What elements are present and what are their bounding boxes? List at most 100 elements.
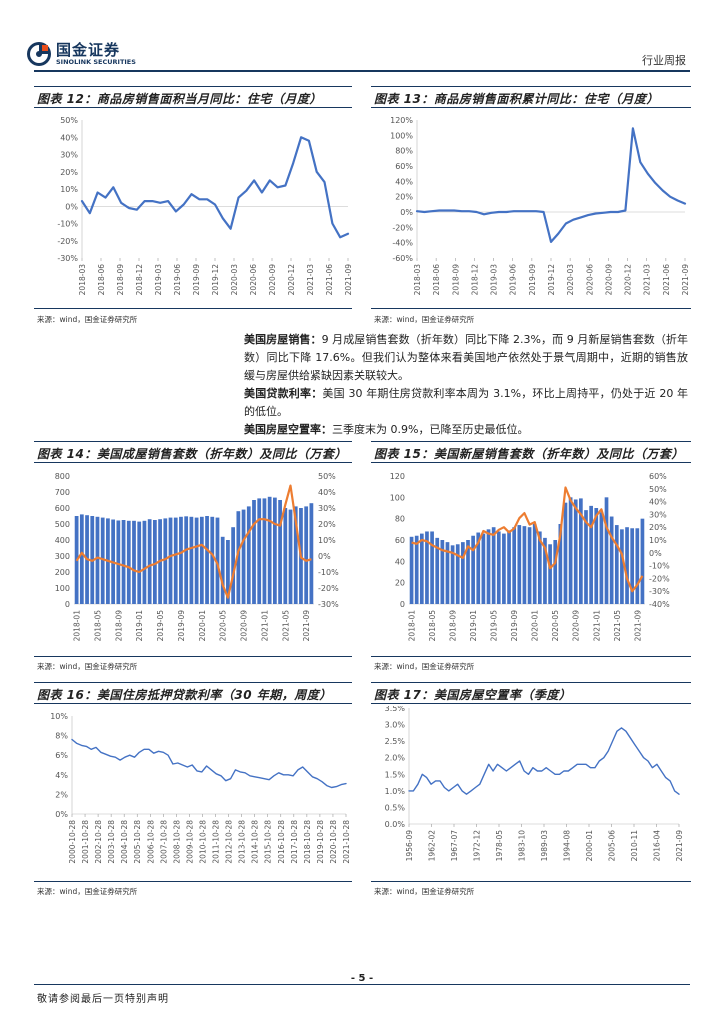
fig14-bar: [226, 540, 230, 604]
fig12-x-tick-label: 2019-12: [211, 264, 220, 296]
fig15-title-rule: [371, 462, 691, 463]
fig14-bar: [184, 516, 189, 604]
fig15-x-tick-label: 2019-01: [469, 610, 478, 642]
fig14-bar: [220, 536, 225, 604]
fig15-x-tick-label: 2019-09: [510, 610, 519, 642]
fig17-series-line: [408, 727, 680, 795]
fig14-y-right-tick-label: 20%: [318, 520, 336, 529]
fig14-y-right-tick-label: -10%: [318, 568, 339, 577]
fig17-y-tick-label: 1.0%: [385, 787, 406, 796]
fig14-y-left-tick-label: 500: [55, 520, 70, 529]
fig13-x-tick-label: 2019-09: [528, 264, 537, 296]
paragraph-mortgage-rate: 美国贷款利率：美国 30 年期住房贷款利率本周为 3.1%，环比上周持平，仍处于…: [244, 385, 688, 421]
paragraph-mortgage-rate-label: 美国贷款利率：: [244, 387, 323, 400]
fig16-x-tick-label: 2002-10-28: [94, 820, 103, 864]
paragraph-home-sales: 美国房屋销售：9 月成屋销售套数（折年数）同比下降 2.3%，而 9 月新屋销售…: [244, 331, 688, 385]
fig16-x-tick-label: 2003-10-28: [107, 820, 116, 864]
fig17-x-tick-label: 2000-01: [585, 830, 594, 862]
fig14-bar: [262, 498, 267, 604]
fig17-x-tick-label: 1972-12: [473, 830, 482, 862]
fig17-y-tick-label: 3.0%: [385, 721, 406, 730]
fig15-title: 图表 15：美国新屋销售套数（折年数）及同比（万套）: [374, 447, 684, 461]
paragraph-home-sales-label: 美国房屋销售：: [244, 333, 322, 346]
fig16-x-tick-label: 2015-10-28: [264, 820, 273, 864]
fig12-y-tick-label: 0%: [65, 202, 78, 211]
fig14-x-tick-label: 2019-09: [177, 610, 186, 642]
fig13-bottom-rule: [371, 308, 691, 309]
fig15-bar: [435, 537, 440, 604]
fig12-title-rule: [34, 107, 352, 108]
fig15-y-left-tick-label: 100: [390, 493, 405, 502]
fig15-x-tick-label: 2018-05: [428, 610, 437, 642]
paragraph-vacancy-label: 美国房屋空置率：: [244, 423, 332, 436]
fig15-bar: [507, 530, 511, 604]
fig16-y-tick-label: 0%: [55, 810, 68, 819]
fig17-source: 来源：wind，国金证券研究所: [374, 887, 475, 896]
fig13-x-tick-label: 2018-12: [470, 264, 479, 296]
fig15-y-right-tick-label: -20%: [649, 574, 670, 583]
fig16-x-tick-label: 2013-10-28: [238, 820, 247, 864]
fig15-y-left-tick-label: 120: [390, 472, 405, 481]
fig16-x-tick-label: 2017-10-28: [290, 820, 299, 864]
logo-en: SINOLINK SECURITIES: [56, 58, 136, 66]
fig13-x-tick-label: 2019-12: [547, 264, 556, 296]
fig14-bar: [121, 520, 126, 604]
fig12-x-tick-label: 2021-09: [344, 264, 353, 296]
fig17-x-tick-label: 1989-03: [540, 830, 549, 862]
fig15-x-tick-label: 2021-05: [613, 610, 622, 642]
logo-cn: 国金证券: [56, 41, 121, 59]
fig15-bar: [599, 512, 604, 604]
footer-disclaimer: 敬请参阅最后一页特别声明: [37, 994, 169, 1005]
fig14-y-right-tick-label: 0%: [318, 552, 331, 561]
fig15-y-right-tick-label: -40%: [649, 600, 670, 609]
fig13-x-tick-label: 2019-06: [509, 264, 518, 296]
fig12-series-line: [80, 136, 350, 239]
fig13-top-rule: [371, 86, 691, 87]
fig15-bar: [609, 516, 614, 604]
fig16-series-line: [71, 738, 347, 789]
fig12-x-tick-label: 2019-03: [154, 264, 163, 296]
fig15-y-right-tick-label: -30%: [649, 587, 670, 596]
fig15-bar: [445, 542, 450, 604]
fig16-top-rule: [34, 682, 352, 683]
fig14-bottom-rule: [34, 656, 352, 657]
fig16-x-tick-label: 2000-10-28: [68, 820, 77, 864]
fig14-chart: 800 700 600 500 400 300 200 100 0 50% 40% 30% 20% 10%…: [55, 472, 339, 642]
fig15-bar: [461, 542, 465, 604]
fig14-x-tick-label: 2020-05: [219, 610, 228, 642]
fig14-bar: [252, 500, 256, 604]
fig15-y-left-tick-label: 40: [395, 557, 405, 566]
fig14-bar: [179, 516, 183, 604]
fig14-y-left-tick-label: 600: [55, 504, 70, 513]
fig13-x-tick-label: 2021-09: [681, 264, 690, 296]
fig16-y-tick-label: 6%: [55, 751, 68, 760]
fig15-bar: [471, 535, 475, 604]
fig12-x-tick-label: 2020-09: [268, 264, 277, 296]
fig13-x-tick-label: 2020-09: [604, 264, 613, 296]
fig12-title: 图表 12：商品房销售面积当月同比：住宅（月度）: [37, 92, 322, 106]
sinolink-logo-icon: [27, 42, 51, 66]
fig16-x-tick-label: 2010-10-28: [198, 820, 207, 864]
fig15-bar: [543, 537, 547, 604]
paragraph-home-sales-body: 9 月成屋销售套数（折年数）同比下降 2.3%，而 9 月新屋销售套数（折年数）…: [244, 333, 689, 382]
fig17-x-tick-label: 1962-02: [428, 830, 437, 862]
fig17-y-tick-label: 0.5%: [385, 803, 406, 812]
fig17-x-tick-label: 1967-07: [450, 830, 459, 862]
fig14-bar: [163, 518, 168, 604]
fig16-source: 来源：wind，国金证券研究所: [37, 887, 138, 896]
fig12-x-tick-label: 2018-09: [116, 264, 125, 296]
fig14-bar: [246, 506, 251, 604]
fig17-x-tick-label: 2016-04: [653, 830, 662, 862]
fig14-bar: [100, 517, 105, 604]
fig14-bar: [199, 516, 204, 604]
fig12-x-tick-label: 2021-03: [306, 264, 315, 296]
fig14-bar: [215, 517, 220, 604]
fig15-bar: [614, 525, 619, 604]
fig13-x-tick-label: 2019-03: [490, 264, 499, 296]
fig14-bar: [236, 511, 241, 604]
fig16-x-tick-label: 2012-10-28: [225, 820, 234, 864]
fig15-x-tick-label: 2021-01: [592, 610, 601, 642]
fig14-y-left-tick-label: 0: [65, 600, 70, 609]
fig12-y-tick-label: 40%: [60, 133, 78, 142]
fig17-x-tick-label: 2010-11: [630, 830, 639, 862]
